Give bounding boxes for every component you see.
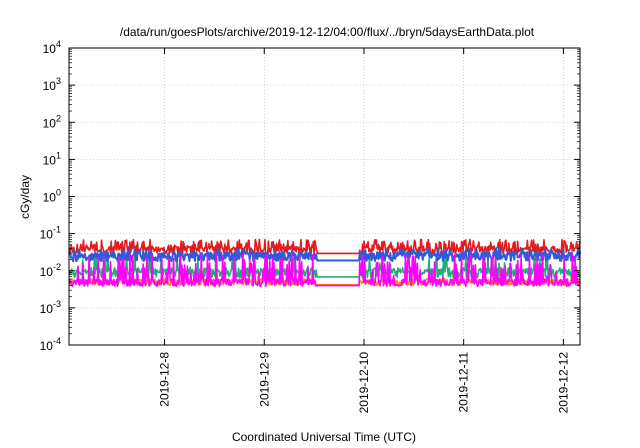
series-group (68, 238, 581, 288)
x-tick-label: 2019-12-10 (357, 352, 371, 414)
chart-title: /data/run/goesPlots/archive/2019-12-12/0… (120, 25, 535, 39)
y-tick-label: 103 (43, 76, 61, 93)
y-tick-label: 10-1 (40, 225, 61, 242)
y-tick-label: 10-2 (40, 262, 61, 279)
series-line (68, 253, 581, 288)
y-tick-label: 101 (43, 150, 61, 167)
series-line (68, 247, 581, 263)
x-axis: 2019-12-8 2019-12-9 2019-12-10 2019-12-11 20… (158, 48, 570, 414)
grid-lines (69, 48, 580, 345)
y-axis-label: cGy/day (18, 175, 32, 219)
y-tick-label: 10-4 (40, 336, 61, 353)
y-tick-label: 10-3 (40, 299, 61, 316)
x-tick-label: 2019-12-9 (257, 352, 271, 407)
y-tick-label: 100 (43, 188, 61, 205)
y-tick-label: 102 (43, 113, 61, 130)
x-tick-label: 2019-12-11 (457, 352, 471, 413)
y-axis: 10-4 10-3 10-2 10-1 100 101 102 103 104 (40, 39, 580, 353)
x-axis-label: Coordinated Universal Time (UTC) (232, 430, 416, 444)
x-tick-label: 2019-12-8 (158, 352, 172, 407)
x-tick-label: 2019-12-12 (556, 352, 570, 414)
y-tick-label: 104 (43, 39, 61, 56)
